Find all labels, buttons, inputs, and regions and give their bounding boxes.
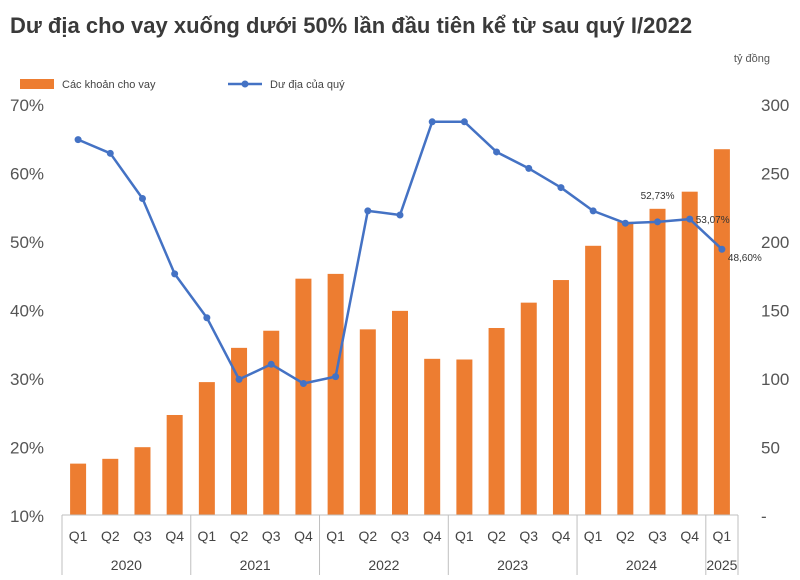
quarter-label-10: Q3	[391, 528, 410, 544]
bar-14	[520, 302, 537, 515]
left-axis-tick: 20%	[10, 439, 44, 458]
right-axis-tick: 150	[761, 302, 789, 321]
line-point-0	[74, 136, 82, 144]
quarter-label-5: Q2	[230, 528, 249, 544]
bar-11	[424, 358, 441, 515]
left-axis-tick: 40%	[10, 302, 44, 321]
bar-17	[617, 221, 634, 515]
line-point-2	[138, 195, 146, 203]
right-axis-tick: 100	[761, 370, 789, 389]
quarter-label-12: Q1	[455, 528, 474, 544]
line-point-19	[686, 215, 694, 223]
line-point-6	[267, 360, 275, 368]
quarter-label-15: Q4	[552, 528, 571, 544]
quarter-label-11: Q4	[423, 528, 442, 544]
quarter-label-14: Q3	[519, 528, 538, 544]
year-label-2020: 2020	[111, 557, 142, 573]
line-point-8	[332, 373, 340, 381]
bar-4	[198, 382, 215, 515]
quarter-label-6: Q3	[262, 528, 281, 544]
line-point-17	[621, 219, 629, 227]
line-point-4	[203, 314, 211, 322]
bar-3	[166, 414, 183, 515]
line-point-18	[654, 218, 662, 226]
bar-0	[70, 463, 87, 515]
data-label-20: 48,60%	[728, 253, 762, 264]
line-point-16	[589, 207, 597, 215]
line-point-14	[525, 164, 533, 172]
quarter-label-2: Q3	[133, 528, 152, 544]
left-axis-tick: 70%	[10, 96, 44, 115]
right-axis-tick: 250	[761, 165, 789, 184]
line-point-10	[396, 211, 404, 219]
bar-9	[359, 329, 376, 515]
bar-13	[488, 327, 505, 515]
bar-2	[134, 447, 151, 515]
bar-8	[327, 273, 344, 515]
bar-12	[456, 359, 473, 515]
left-axis-tick: 60%	[10, 165, 44, 184]
quarter-label-3: Q4	[165, 528, 184, 544]
line-point-7	[299, 379, 307, 387]
right-axis-tick: 200	[761, 233, 789, 252]
line-point-11	[428, 118, 436, 126]
legend-swatch-bars	[20, 79, 54, 89]
bar-series	[70, 149, 730, 516]
chart-axes: 10% 20% 30% 40% 50% 60% 70% - 50 100 150 200 250 300 Q…	[10, 96, 789, 575]
line-point-12	[460, 118, 468, 126]
year-label-2021: 2021	[240, 557, 271, 573]
legend-label-bars: Các khoản cho vay	[62, 79, 156, 91]
bar-16	[585, 245, 602, 516]
quarter-label-19: Q4	[680, 528, 699, 544]
line-point-5	[235, 375, 243, 383]
left-axis-tick: 30%	[10, 370, 44, 389]
line-point-3	[171, 270, 179, 278]
quarter-label-20: Q1	[713, 528, 732, 544]
line-point-9	[364, 207, 372, 215]
line-point-1	[106, 149, 114, 157]
legend-label-line: Dư địa của quý	[270, 79, 345, 91]
bar-20	[713, 149, 730, 515]
bar-6	[263, 330, 280, 515]
quarter-label-8: Q1	[326, 528, 345, 544]
year-label-2025: 2025	[706, 557, 737, 573]
line-point-15	[557, 184, 565, 192]
bar-15	[552, 280, 569, 515]
right-axis-unit: tỷ đồng	[734, 53, 770, 65]
bar-5	[231, 347, 248, 515]
line-point-13	[493, 148, 501, 156]
quarter-label-1: Q2	[101, 528, 120, 544]
bar-1	[102, 458, 119, 515]
bar-10	[392, 310, 408, 515]
right-axis-tick: 300	[761, 96, 789, 115]
data-labels: 52,73% 53,07% 48,60%	[641, 191, 762, 264]
line-point-20	[718, 245, 726, 253]
quarter-label-16: Q1	[584, 528, 603, 544]
right-axis-tick: -	[761, 507, 767, 526]
chart-title: Dư địa cho vay xuống dưới 50% lần đầu ti…	[10, 13, 693, 38]
year-label-2022: 2022	[368, 557, 399, 573]
left-axis-tick: 10%	[10, 507, 44, 526]
bar-19	[681, 191, 698, 515]
data-label-18: 52,73%	[641, 191, 675, 202]
year-label-2024: 2024	[626, 557, 657, 573]
quarter-label-7: Q4	[294, 528, 313, 544]
data-label-19: 53,07%	[696, 215, 730, 226]
quarter-label-18: Q3	[648, 528, 667, 544]
quarter-label-9: Q2	[358, 528, 377, 544]
quarter-label-0: Q1	[69, 528, 88, 544]
quarter-label-17: Q2	[616, 528, 635, 544]
left-axis-tick: 50%	[10, 233, 44, 252]
bar-18	[649, 208, 666, 515]
legend: Các khoản cho vay Dư địa của quý	[20, 79, 345, 91]
year-label-2023: 2023	[497, 557, 528, 573]
quarter-label-4: Q1	[198, 528, 217, 544]
right-axis-tick: 50	[761, 439, 780, 458]
quarter-label-13: Q2	[487, 528, 506, 544]
legend-swatch-marker	[241, 80, 249, 88]
line-series	[74, 118, 726, 387]
bar-7	[295, 278, 312, 515]
